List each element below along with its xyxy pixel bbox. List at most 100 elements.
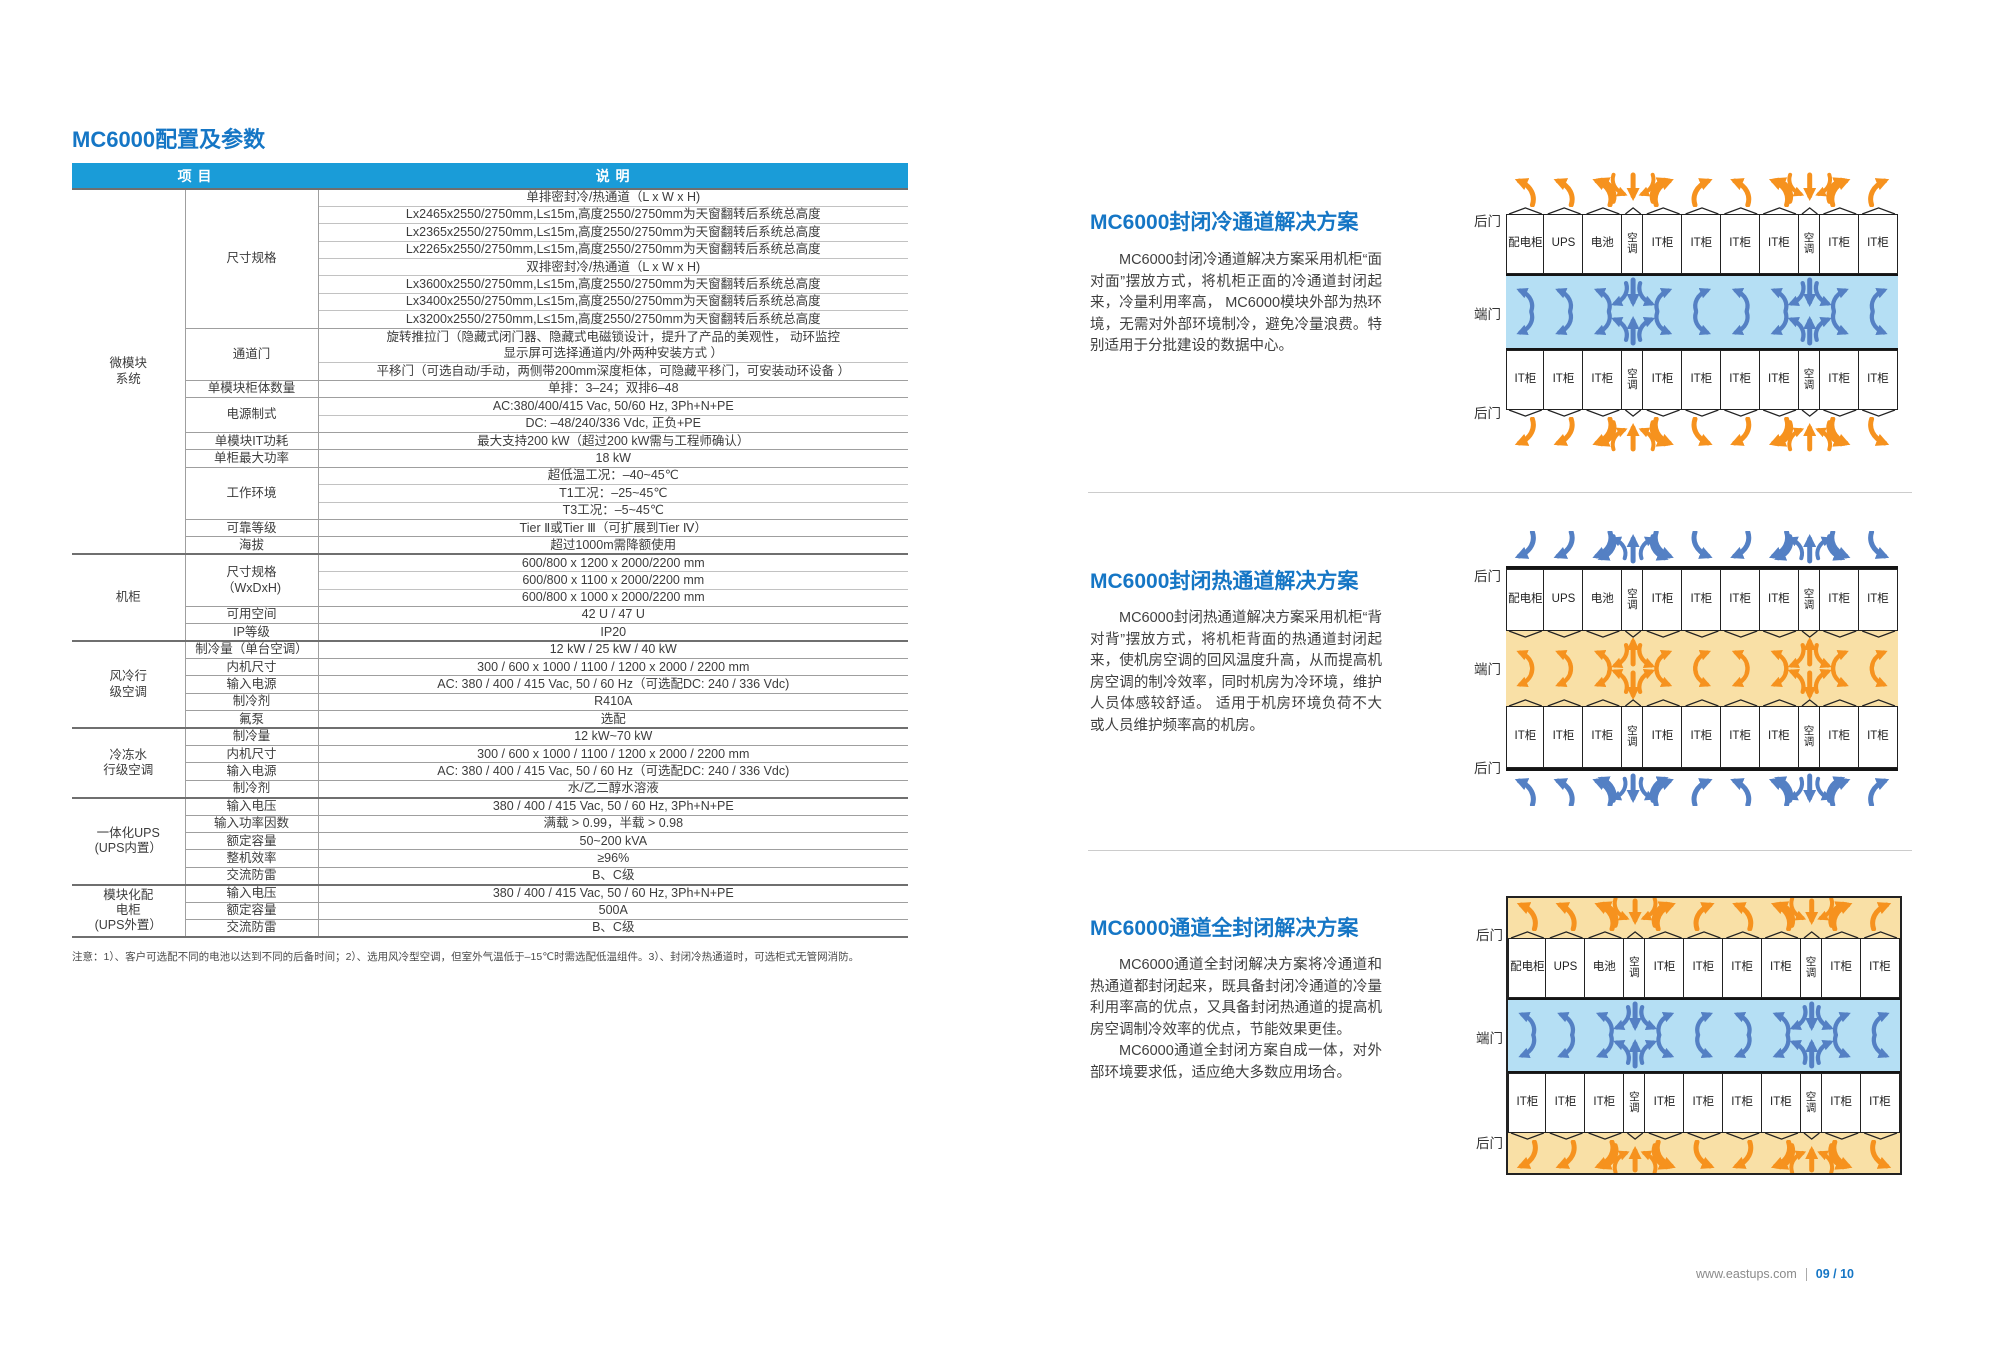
cabinet-cell: IT柜 [1683,1073,1724,1133]
diagram-hot-aisle: 配电柜 UPS 电池空 调 IT柜 IT柜 IT柜 IT柜空 调 IT柜 IT柜 IT柜 IT柜 IT… [1474,531,1899,806]
spec-item-label: 尺寸规格 （WxDxH) [185,553,319,607]
cabinet-cell: IT柜 [1758,214,1799,274]
cabinet-cell: IT柜 [1681,706,1722,768]
spec-value: 300 / 600 x 1000 / 1100 / 1200 x 2000 / … [318,658,909,676]
cabinet-cell: IT柜 [1506,350,1545,410]
spec-value: 最大支持200 kW（超过200 kW需与工程师确认） [318,431,909,450]
cabinet-cell: IT柜 [1681,214,1722,274]
spec-value: B、C级 [318,918,909,937]
table-footnote: 注意：1）、客户可选配不同的电池以达到不同的后备时间；2）、选用风冷型空调，但室… [72,950,860,963]
cabinet-cell: IT柜 [1508,1073,1547,1133]
cabinet-cell: IT柜 [1722,1073,1763,1133]
spec-value: Lx2465x2550/2750mm,L≤15m,高度2550/2750mm为天… [318,205,909,224]
cabinet-cell: IT柜 [1857,706,1899,768]
cabinet-cell: IT柜 [1821,1073,1862,1133]
cabinet-cell: IT柜 [1681,569,1722,631]
spec-value: AC: 380 / 400 / 415 Vac, 50 / 60 Hz（可选配D… [318,762,909,781]
spec-item-label: 尺寸规格 [185,187,319,329]
spec-item-label: 制冷量 [185,727,319,746]
cabinet-cell: IT柜 [1582,350,1623,410]
spec-value: 旋转推拉门（隐藏式闭门器、隐藏式电磁锁设计，提升了产品的美观性， 动环监控 显示… [318,327,909,363]
airflow-arrows-band [1506,172,1898,207]
airflow-arrows-band [1508,898,1900,931]
spec-value: 600/800 x 1000 x 2000/2200 mm [318,588,909,607]
spec-value: 18 kW [318,449,909,468]
section-title-hot-aisle: MC6000封闭热通道解决方案 [1090,570,1359,593]
spec-value: T1工况：–25~45℃ [318,484,909,503]
cabinet-cell: IT柜 [1859,938,1901,998]
spec-value: 600/800 x 1200 x 2000/2200 mm [318,553,909,572]
footer-page-number: 09 / 10 [1815,1267,1854,1281]
spec-item-label: 可用空间 [185,605,319,624]
door-label-end: 端门 [1476,1031,1503,1046]
spec-item-label: 输入电源 [185,762,319,781]
spec-item-label: 制冷剂 [185,692,319,711]
spec-value: Lx2365x2550/2750mm,L≤15m,高度2550/2750mm为天… [318,223,909,242]
cabinet-cell: IT柜 [1642,706,1683,768]
spec-value: 12 kW / 25 kW / 40 kW [318,640,909,659]
section-paragraph: MC6000通道全封闭方案自成一体，对外部环境要求低，适应绝大多数应用场合。 [1090,1043,1382,1081]
cabinet-cell: 配电柜 [1506,569,1545,631]
spec-value: 超过1000m需降额使用 [318,536,909,555]
spec-value: 42 U / 47 U [318,605,909,624]
spec-item-label: 额定容量 [185,831,319,850]
spec-item-label: 交流防雷 [185,866,319,885]
ac-cabinet-cell: 空 调 [1797,569,1821,631]
spec-value: 单排密封冷/热通道（L x W x H) [318,187,909,207]
cabinet-cell: IT柜 [1821,938,1862,998]
spec-item-label: 制冷剂 [185,779,319,798]
cabinet-cell: IT柜 [1582,706,1623,768]
spec-value: 12 kW~70 kW [318,727,909,746]
cabinet-cell: IT柜 [1545,1073,1586,1133]
cabinet-cell: 电池 [1582,214,1623,274]
cabinet-row: 配电柜 UPS 电池空 调 IT柜 IT柜 IT柜 IT柜空 调 IT柜 IT柜 [1506,566,1899,631]
section-text-hot-aisle: MC6000封闭热通道解决方案采用机柜“背对背”摆放方式，将机柜背面的热通道封闭… [1090,608,1382,737]
spec-group-label: 一体化UPS (UPS内置） [72,796,186,885]
cabinet-row: IT柜 IT柜 IT柜空 调 IT柜 IT柜 IT柜 IT柜空 调 IT柜 IT柜 [1508,1073,1901,1133]
door-label-end: 端门 [1474,307,1501,322]
cabinet-roof-strip [1508,1133,1900,1140]
ac-cabinet-cell: 空 调 [1797,706,1821,768]
door-label-rear-bottom: 后门 [1474,406,1501,421]
spec-item-label: 单柜最大功率 [185,449,319,468]
spec-item-label: IP等级 [185,623,319,642]
spec-value: 单排：3–24；双排6–48 [318,379,909,398]
contained-aisle [1508,998,1900,1073]
spec-value: 50~200 kVA [318,831,909,850]
door-label-end: 端门 [1474,662,1501,677]
cabinet-cell: IT柜 [1857,214,1899,274]
cabinet-cell: IT柜 [1758,706,1799,768]
spec-item-label: 输入功率因数 [185,814,319,833]
col-header-desc: 说 明 [318,163,909,189]
spec-value: T3工况：–5~45℃ [318,501,909,520]
door-label-rear-top: 后门 [1476,928,1503,943]
spec-value: Lx2265x2550/2750mm,L≤15m,高度2550/2750mm为天… [318,240,909,259]
cabinet-roof-strip [1508,931,1900,938]
cabinet-cell: IT柜 [1506,706,1545,768]
spec-item-label: 输入电源 [185,675,319,694]
cabinet-cell: IT柜 [1859,1073,1901,1133]
ac-cabinet-cell: 空 调 [1797,214,1821,274]
contained-aisle [1506,637,1898,700]
cabinet-cell: UPS [1545,938,1586,998]
spec-value: 平移门（可选自动/手动，两侧带200mm深度柜体，可隐藏平移门，可安装动环设备 … [318,362,909,381]
spec-value: 水/乙二醇水溶液 [318,779,909,798]
cabinet-cell: IT柜 [1720,569,1761,631]
spec-item-label: 内机尺寸 [185,658,319,676]
footer-site-link[interactable]: www.eastups.com [1696,1267,1797,1281]
section-title-full-containment: MC6000通道全封闭解决方案 [1090,917,1359,940]
section-paragraph: MC6000通道全封闭解决方案将冷通道和热通道都封闭起来，既具备封闭冷通道的冷量… [1090,957,1382,1038]
cabinet-cell: IT柜 [1642,214,1683,274]
cabinet-roof-strip [1506,207,1898,214]
ac-cabinet-cell: 空 调 [1620,569,1644,631]
spec-value: Lx3600x2550/2750mm,L≤15m,高度2550/2750mm为天… [318,275,909,294]
spec-item-label: 通道门 [185,327,319,381]
spec-value: AC:380/400/415 Vac, 50/60 Hz, 3Ph+N+PE [318,397,909,416]
door-label-rear-bottom: 后门 [1474,761,1501,776]
section-paragraph: MC6000封闭冷通道解决方案采用机柜“面对面”摆放方式，将机柜正面的冷通道封闭… [1090,252,1382,354]
spec-value: B、C级 [318,866,909,885]
spec-group-label: 模块化配 电柜 (UPS外置） [72,883,186,937]
cabinet-cell: 配电柜 [1508,938,1547,998]
spec-value: DC: –48/240/336 Vdc, 正负+PE [318,414,909,433]
spec-item-label: 海拔 [185,536,319,555]
